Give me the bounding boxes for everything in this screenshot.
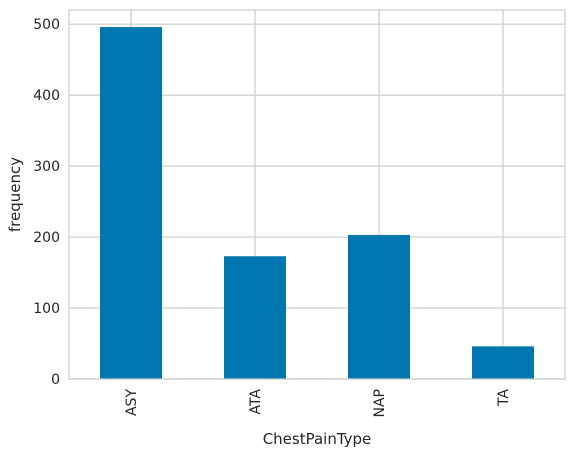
plot-frame [68,9,566,380]
bar-ta [472,346,534,379]
bars [100,27,534,380]
x-tick-label: TA [496,389,512,407]
x-tick-label: ATA [248,389,264,415]
bar-asy [100,27,162,380]
x-tick-labels: ASY ATA NAP TA [124,389,512,418]
y-tick-label: 300 [33,159,60,175]
x-tick-label: NAP [372,389,388,418]
y-tick-label: 200 [33,230,60,246]
y-axis-label: frequency [6,157,24,232]
y-tick-label: 400 [33,88,60,104]
y-tick-label: 100 [33,301,60,317]
y-tick-label: 0 [51,372,60,388]
x-axis-label: ChestPainType [263,430,372,448]
bar-ata [224,256,286,379]
bar-nap [348,234,410,379]
y-tick-label: 500 [33,17,60,33]
x-tick-label: ASY [124,389,140,416]
y-tick-labels: 0 100 200 300 400 500 [33,17,60,388]
